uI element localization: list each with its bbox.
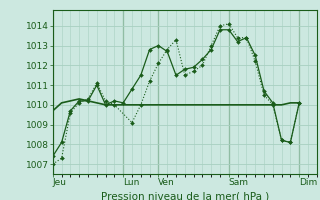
X-axis label: Pression niveau de la mer( hPa ): Pression niveau de la mer( hPa ) [101, 191, 269, 200]
